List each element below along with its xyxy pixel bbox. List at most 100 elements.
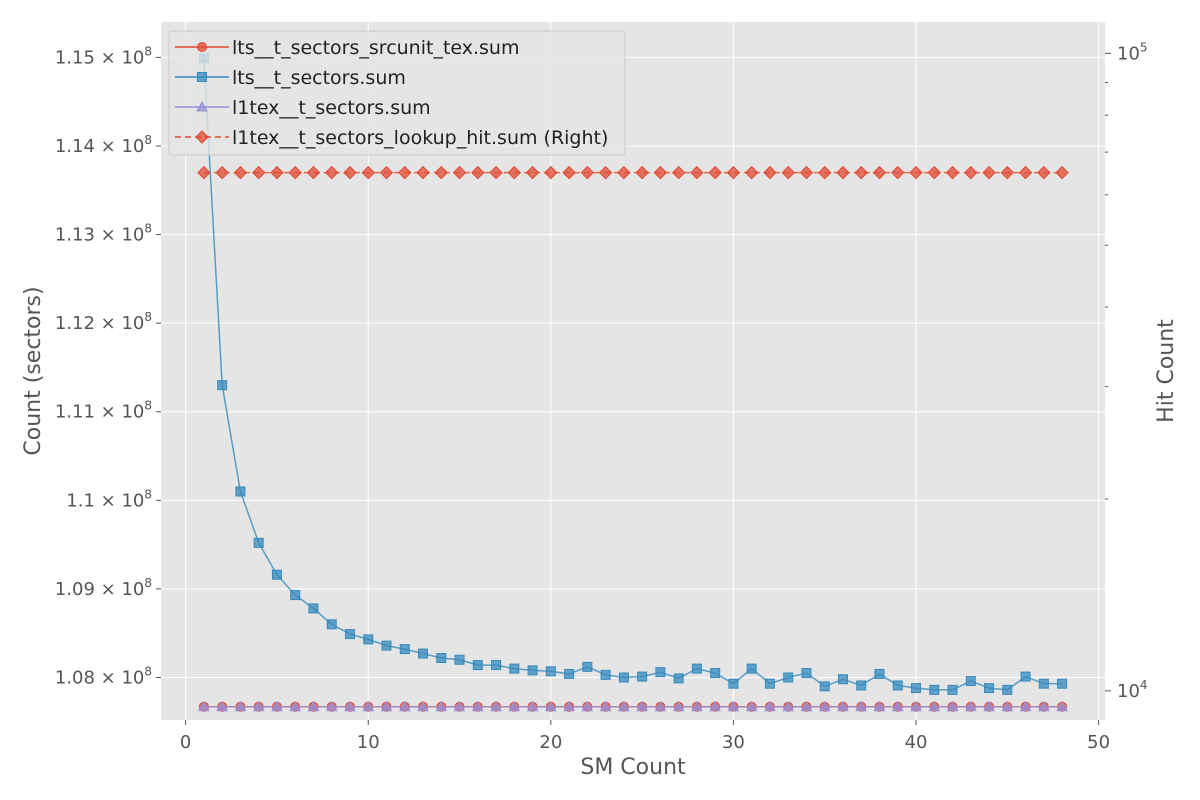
data-point (454, 654, 465, 665)
data-point (271, 569, 282, 580)
data-point (271, 700, 283, 712)
x-tick-label: 30 (722, 732, 745, 753)
data-point (399, 644, 410, 655)
y-tick-label: 1.1 × 108 (66, 487, 152, 511)
legend-marker (195, 130, 209, 144)
data-point (452, 165, 467, 180)
data-point (416, 165, 430, 180)
data-point (1018, 165, 1033, 180)
data-point (435, 700, 448, 712)
data-point (234, 700, 247, 712)
data-point (1056, 700, 1068, 712)
data-point (800, 700, 813, 712)
data-point (545, 666, 556, 677)
data-point (691, 663, 702, 674)
data-point (253, 537, 264, 548)
series-2 (198, 700, 1068, 712)
data-point (216, 700, 229, 712)
data-point (655, 667, 666, 678)
y2-tick-label: 104 (1117, 678, 1148, 702)
x-tick-label: 0 (180, 732, 191, 753)
data-point (910, 700, 922, 712)
data-point (509, 663, 520, 674)
data-point (836, 165, 850, 180)
data-point (379, 165, 394, 180)
data-point (764, 700, 776, 712)
series-3 (197, 165, 1069, 180)
data-point (764, 678, 775, 689)
data-point (490, 700, 502, 712)
data-point (1000, 165, 1015, 180)
data-point (289, 700, 302, 712)
data-point (436, 652, 447, 663)
data-point (927, 165, 941, 180)
data-point (308, 603, 319, 614)
data-point (763, 165, 777, 180)
data-point (1020, 671, 1031, 682)
legend-entry: l1tex__t_sectors_lookup_hit.sum (Right) (232, 127, 608, 149)
y-axis-title: Count (sectors) (21, 286, 46, 455)
data-point (635, 165, 649, 180)
x-tick-label: 40 (905, 732, 928, 753)
data-point (491, 660, 502, 671)
data-point (799, 165, 814, 180)
data-point (581, 700, 594, 712)
data-point (563, 700, 575, 712)
series-layer (197, 53, 1069, 712)
data-point (1001, 700, 1014, 712)
data-point (746, 663, 757, 674)
data-point (582, 661, 593, 672)
data-point (965, 676, 976, 687)
data-point (508, 700, 521, 712)
data-point (288, 165, 302, 180)
data-point (418, 648, 429, 659)
data-point (709, 700, 722, 712)
data-point (525, 165, 540, 180)
data-point (325, 700, 338, 712)
data-point (252, 700, 265, 712)
data-point (527, 665, 538, 676)
y-tick-label: 1.08 × 108 (55, 664, 152, 688)
data-point (873, 700, 886, 712)
data-point (381, 640, 392, 651)
data-point (891, 700, 904, 712)
data-point (544, 165, 558, 180)
x-tick-label: 10 (357, 732, 380, 753)
data-point (854, 165, 868, 180)
data-point (489, 165, 503, 180)
data-point (1055, 165, 1069, 180)
data-point (270, 165, 284, 180)
data-point (471, 165, 485, 180)
legend-marker (196, 100, 208, 112)
data-point (564, 668, 575, 679)
data-point (928, 700, 941, 712)
data-point (855, 700, 868, 712)
x-tick-label: 50 (1087, 732, 1110, 753)
data-point (637, 671, 648, 682)
data-point (745, 700, 758, 712)
data-point (946, 700, 959, 712)
legend: lts__t_sectors_srcunit_tex.sum lts__t_sec… (168, 30, 626, 156)
data-point (891, 165, 905, 180)
data-point (617, 165, 631, 180)
data-point (654, 700, 667, 712)
data-point (1038, 678, 1049, 689)
data-point (818, 165, 832, 180)
legend-entry: l1tex__t_sectors.sum (232, 97, 431, 119)
data-point (471, 700, 484, 712)
data-point (618, 700, 630, 712)
data-point (562, 165, 576, 180)
data-point (434, 165, 448, 180)
data-point (728, 678, 739, 689)
data-point (929, 684, 940, 695)
data-point (783, 672, 794, 683)
data-point (544, 700, 557, 712)
data-point (801, 668, 812, 679)
data-point (673, 673, 684, 684)
data-point (290, 590, 301, 601)
data-point (726, 165, 741, 180)
data-point (982, 165, 996, 180)
data-point (819, 681, 830, 692)
y2-axis-title: Hit Count (1154, 319, 1179, 423)
